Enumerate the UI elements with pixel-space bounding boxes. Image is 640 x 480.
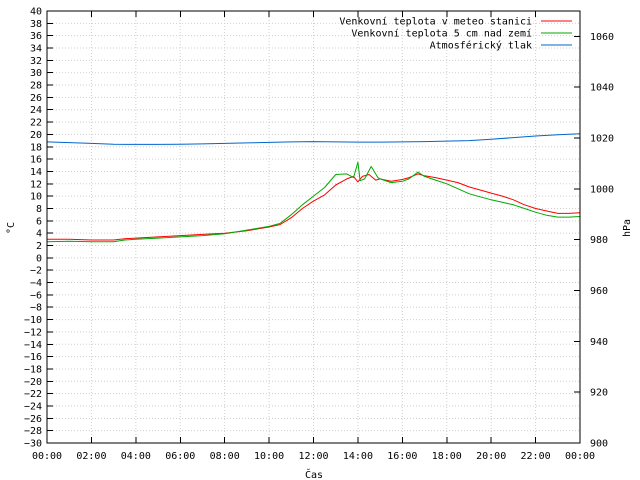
legend: Venkovní teplota v meteo staniciVenkovní… [339,16,572,52]
y-tick-label-right: 960 [590,286,608,297]
y-tick-label-left: −10 [24,315,42,326]
y-tick-label-left: 20 [30,130,42,141]
y-tick-label-left: −24 [24,401,42,412]
y-tick-label-right: 940 [590,337,608,348]
y-tick-label-left: 26 [30,93,42,104]
y-tick-label-left: 34 [30,44,42,55]
tick-labels: 00:00 02:00 04:00 06:00 08:00 10:00 12:00 14:00… [24,7,614,463]
y-tick-label-left: −12 [24,327,42,338]
y-tick-label-left: 24 [30,105,42,116]
y-tick-label-right: 920 [590,388,608,399]
x-tick-label: 20:00 [476,451,506,462]
y-tick-label-left: −22 [24,389,42,400]
x-tick-label: 00:00 [32,451,62,462]
legend-label: Venkovní teplota v meteo stanici [339,16,532,28]
y-axis-label-left: °C [6,222,17,234]
x-tick-label: 14:00 [343,451,373,462]
y-axis-label-right: hPa [622,219,633,237]
y-tick-label-left: 22 [30,118,42,129]
series-line-1 [47,173,581,241]
y-tick-label-right: 900 [590,439,608,450]
y-tick-label-left: −18 [24,364,42,375]
legend-label: Venkovní teplota 5 cm nad zemí [351,28,532,40]
x-tick-label: 10:00 [254,451,284,462]
y-tick-label-left: 12 [30,179,42,190]
x-axis-label: Čas [305,468,323,480]
legend-label: Atmosférický tlak [430,40,532,52]
y-tick-label-left: 30 [30,68,42,79]
series-line-3 [46,133,581,145]
y-tick-label-left: 0 [36,253,42,264]
y-tick-label-right: 980 [590,235,608,246]
x-tick-label: 06:00 [165,451,195,462]
y-tick-label-left: 16 [30,155,42,166]
y-tick-label-right: 1040 [590,83,614,94]
y-tick-label-left: 38 [30,19,42,30]
x-tick-label: 08:00 [210,451,240,462]
y-tick-label-left: 8 [36,204,42,215]
y-tick-label-right: 1000 [590,184,614,195]
y-tick-label-left: −6 [30,290,42,301]
x-tick-label: 12:00 [298,451,328,462]
y-tick-label-left: −28 [24,426,42,437]
y-tick-label-left: −26 [24,414,42,425]
y-tick-label-left: −14 [24,340,42,351]
y-tick-label-left: 2 [36,241,42,252]
y-tick-label-left: −20 [24,377,42,388]
y-tick-label-left: −16 [24,352,42,363]
y-tick-label-left: 28 [30,81,42,92]
series-lines [46,133,581,243]
series-line-2 [46,161,581,243]
grid-lines [47,11,580,443]
y-tick-label-left: 40 [30,7,42,18]
x-tick-label: 18:00 [432,451,462,462]
y-tick-label-right: 1060 [590,32,614,43]
x-tick-label: 02:00 [76,451,106,462]
y-tick-label-left: 32 [30,56,42,67]
x-tick-label: 16:00 [387,451,417,462]
y-tick-label-left: 18 [30,142,42,153]
y-tick-label-right: 1020 [590,134,614,145]
y-tick-label-left: −30 [24,439,42,450]
x-tick-label: 04:00 [121,451,151,462]
y-tick-label-left: 14 [30,167,42,178]
y-tick-label-left: 10 [30,192,42,203]
x-tick-label: 22:00 [521,451,551,462]
x-tick-label: 00:00 [565,451,595,462]
y-tick-label-left: 4 [36,229,42,240]
y-tick-label-left: −2 [30,266,42,277]
y-tick-label-left: 6 [36,216,42,227]
axis-ticks [46,10,581,444]
y-tick-label-left: −4 [30,278,42,289]
y-tick-label-left: 36 [30,31,42,42]
y-tick-label-left: −8 [30,303,42,314]
